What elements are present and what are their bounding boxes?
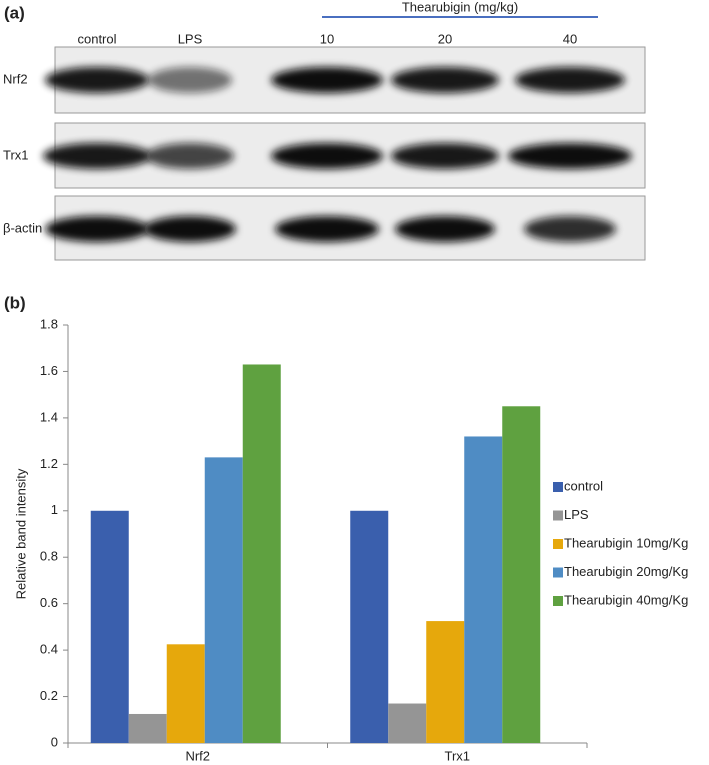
band	[146, 143, 234, 169]
band	[395, 216, 495, 242]
lane-label: 20	[438, 31, 452, 46]
legend-label: control	[564, 478, 603, 493]
y-tick-label: 0	[51, 734, 58, 749]
band	[515, 67, 625, 93]
lane-label: 40	[563, 31, 577, 46]
y-tick-label: 1	[51, 502, 58, 517]
bar	[242, 364, 281, 743]
band	[43, 143, 151, 169]
band	[508, 143, 632, 169]
y-tick-label: 1.2	[40, 456, 58, 471]
x-tick-label: Nrf2	[185, 748, 210, 763]
bar	[502, 406, 541, 743]
bar	[166, 644, 205, 743]
y-tick-label: 0.6	[40, 595, 58, 610]
band	[524, 216, 616, 242]
legend-label: Thearubigin 20mg/Kg	[564, 564, 688, 579]
legend-swatch	[553, 567, 563, 578]
y-axis-title: Relative band intensity	[13, 468, 28, 599]
y-tick-label: 1.8	[40, 316, 58, 331]
y-tick-label: 1.6	[40, 363, 58, 378]
bar	[90, 510, 129, 743]
bar	[464, 436, 503, 743]
band	[391, 67, 499, 93]
bar	[350, 510, 389, 743]
row-label: β-actin	[3, 220, 42, 235]
y-tick-label: 1.4	[40, 409, 58, 424]
band	[271, 67, 383, 93]
panel-label: (b)	[4, 293, 26, 312]
lane-label: control	[77, 31, 116, 46]
row-label: Nrf2	[3, 71, 28, 86]
row-label: Trx1	[3, 147, 29, 162]
legend-swatch	[553, 510, 563, 521]
band	[45, 216, 149, 242]
legend-swatch	[553, 539, 563, 549]
legend-label: Thearubigin 40mg/Kg	[564, 592, 688, 607]
legend-label: LPS	[564, 507, 589, 522]
treatment-label: Thearubigin (mg/kg)	[402, 0, 518, 14]
y-tick-label: 0.8	[40, 549, 58, 564]
bar	[426, 621, 465, 743]
band	[275, 216, 379, 242]
bar	[204, 457, 243, 743]
band	[144, 216, 236, 242]
lane-label: 10	[320, 31, 334, 46]
band	[271, 143, 383, 169]
band	[391, 143, 499, 169]
legend-swatch	[553, 596, 563, 606]
legend-swatch	[553, 482, 563, 492]
lane-label: LPS	[178, 31, 203, 46]
panel-label: (a)	[4, 3, 25, 22]
band	[45, 67, 149, 93]
bar	[388, 703, 427, 743]
y-tick-label: 0.2	[40, 688, 58, 703]
band	[148, 67, 232, 93]
bar	[128, 713, 167, 743]
x-tick-label: Trx1	[444, 748, 470, 763]
legend-label: Thearubigin 10mg/Kg	[564, 535, 688, 550]
y-tick-label: 0.4	[40, 642, 58, 657]
